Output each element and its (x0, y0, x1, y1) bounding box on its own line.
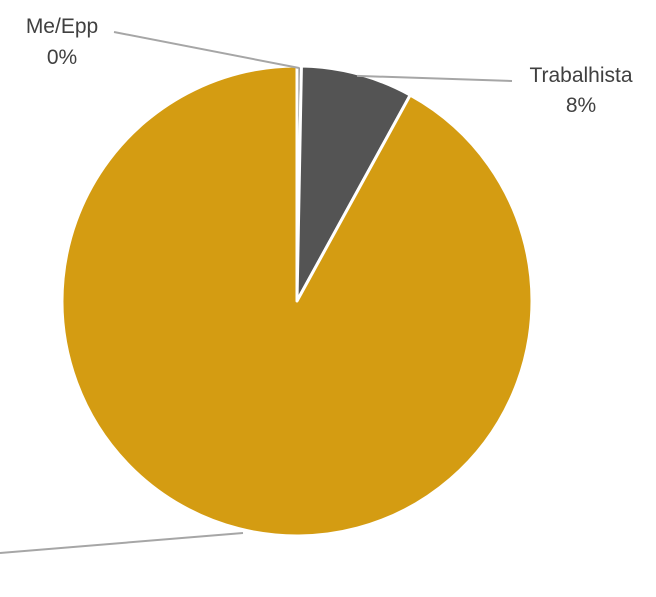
pie-slice-unlabeled (60, 64, 534, 538)
leader-line-2 (0, 532, 244, 554)
slice-percent-me-epp: 0% (47, 46, 77, 69)
pie-slices (60, 64, 534, 538)
label-trabalhista: Trabalhista 8% (529, 64, 632, 117)
slice-label-trabalhista: Trabalhista (529, 64, 632, 87)
slice-label-me-epp: Me/Epp (26, 15, 98, 38)
label-me-epp: Me/Epp 0% (26, 15, 98, 69)
slice-percent-trabalhista: 8% (566, 94, 596, 117)
leader-line-1 (357, 74, 513, 82)
leader-lines (0, 31, 513, 554)
pie-slice-trabalhista (295, 64, 412, 303)
leader-line-0 (113, 31, 300, 69)
